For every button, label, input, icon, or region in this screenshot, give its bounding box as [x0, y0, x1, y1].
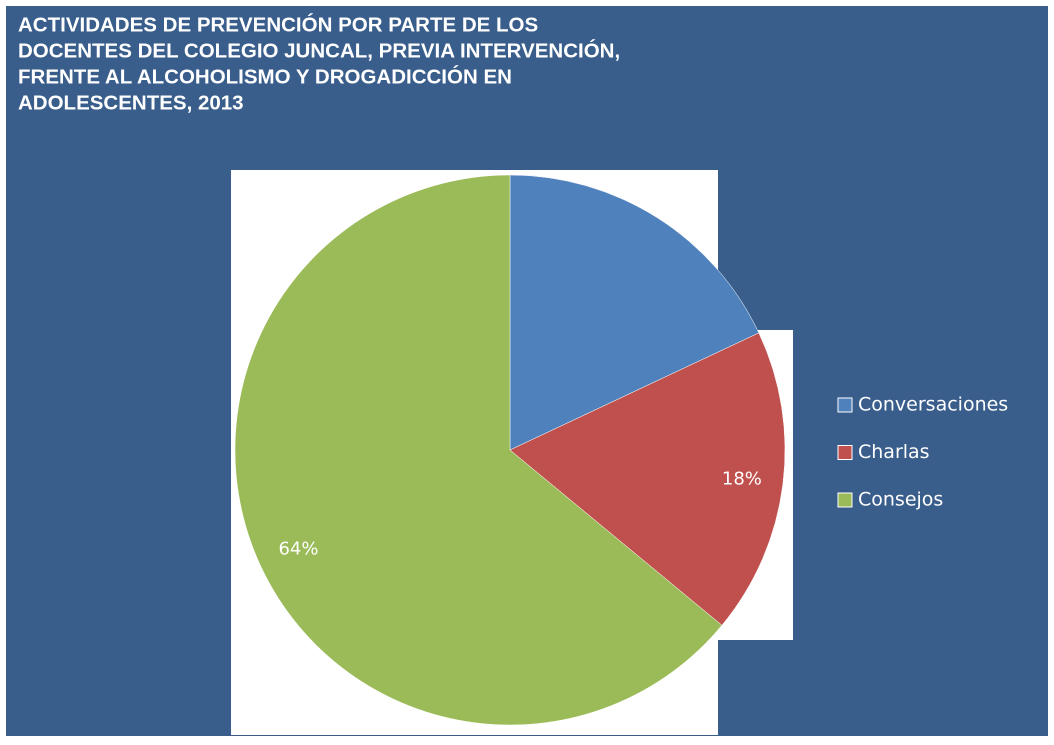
pie-slice — [509, 332, 786, 626]
legend-label: Consejos — [858, 489, 943, 511]
legend-label: Conversaciones — [858, 394, 1008, 416]
data-label: 64% — [278, 539, 318, 560]
chart-title: ACTIVIDADES DE PREVENCIÓN POR PARTE DE L… — [18, 12, 538, 36]
chart-title: DOCENTES DEL COLEGIO JUNCAL, PREVIA INTE… — [18, 38, 620, 62]
legend-label: Charlas — [858, 441, 930, 463]
chart-title: FRENTE AL ALCOHOLISMO Y DROGADICCIÓN EN — [18, 64, 512, 88]
legend-swatch — [837, 397, 853, 413]
legend-swatch — [837, 492, 853, 508]
pie-slice — [509, 174, 760, 451]
legend-swatch — [837, 445, 853, 460]
pie-slice — [234, 174, 723, 726]
data-label: 18% — [722, 468, 762, 489]
chart-title: ADOLESCENTES, 2013 — [18, 91, 244, 114]
